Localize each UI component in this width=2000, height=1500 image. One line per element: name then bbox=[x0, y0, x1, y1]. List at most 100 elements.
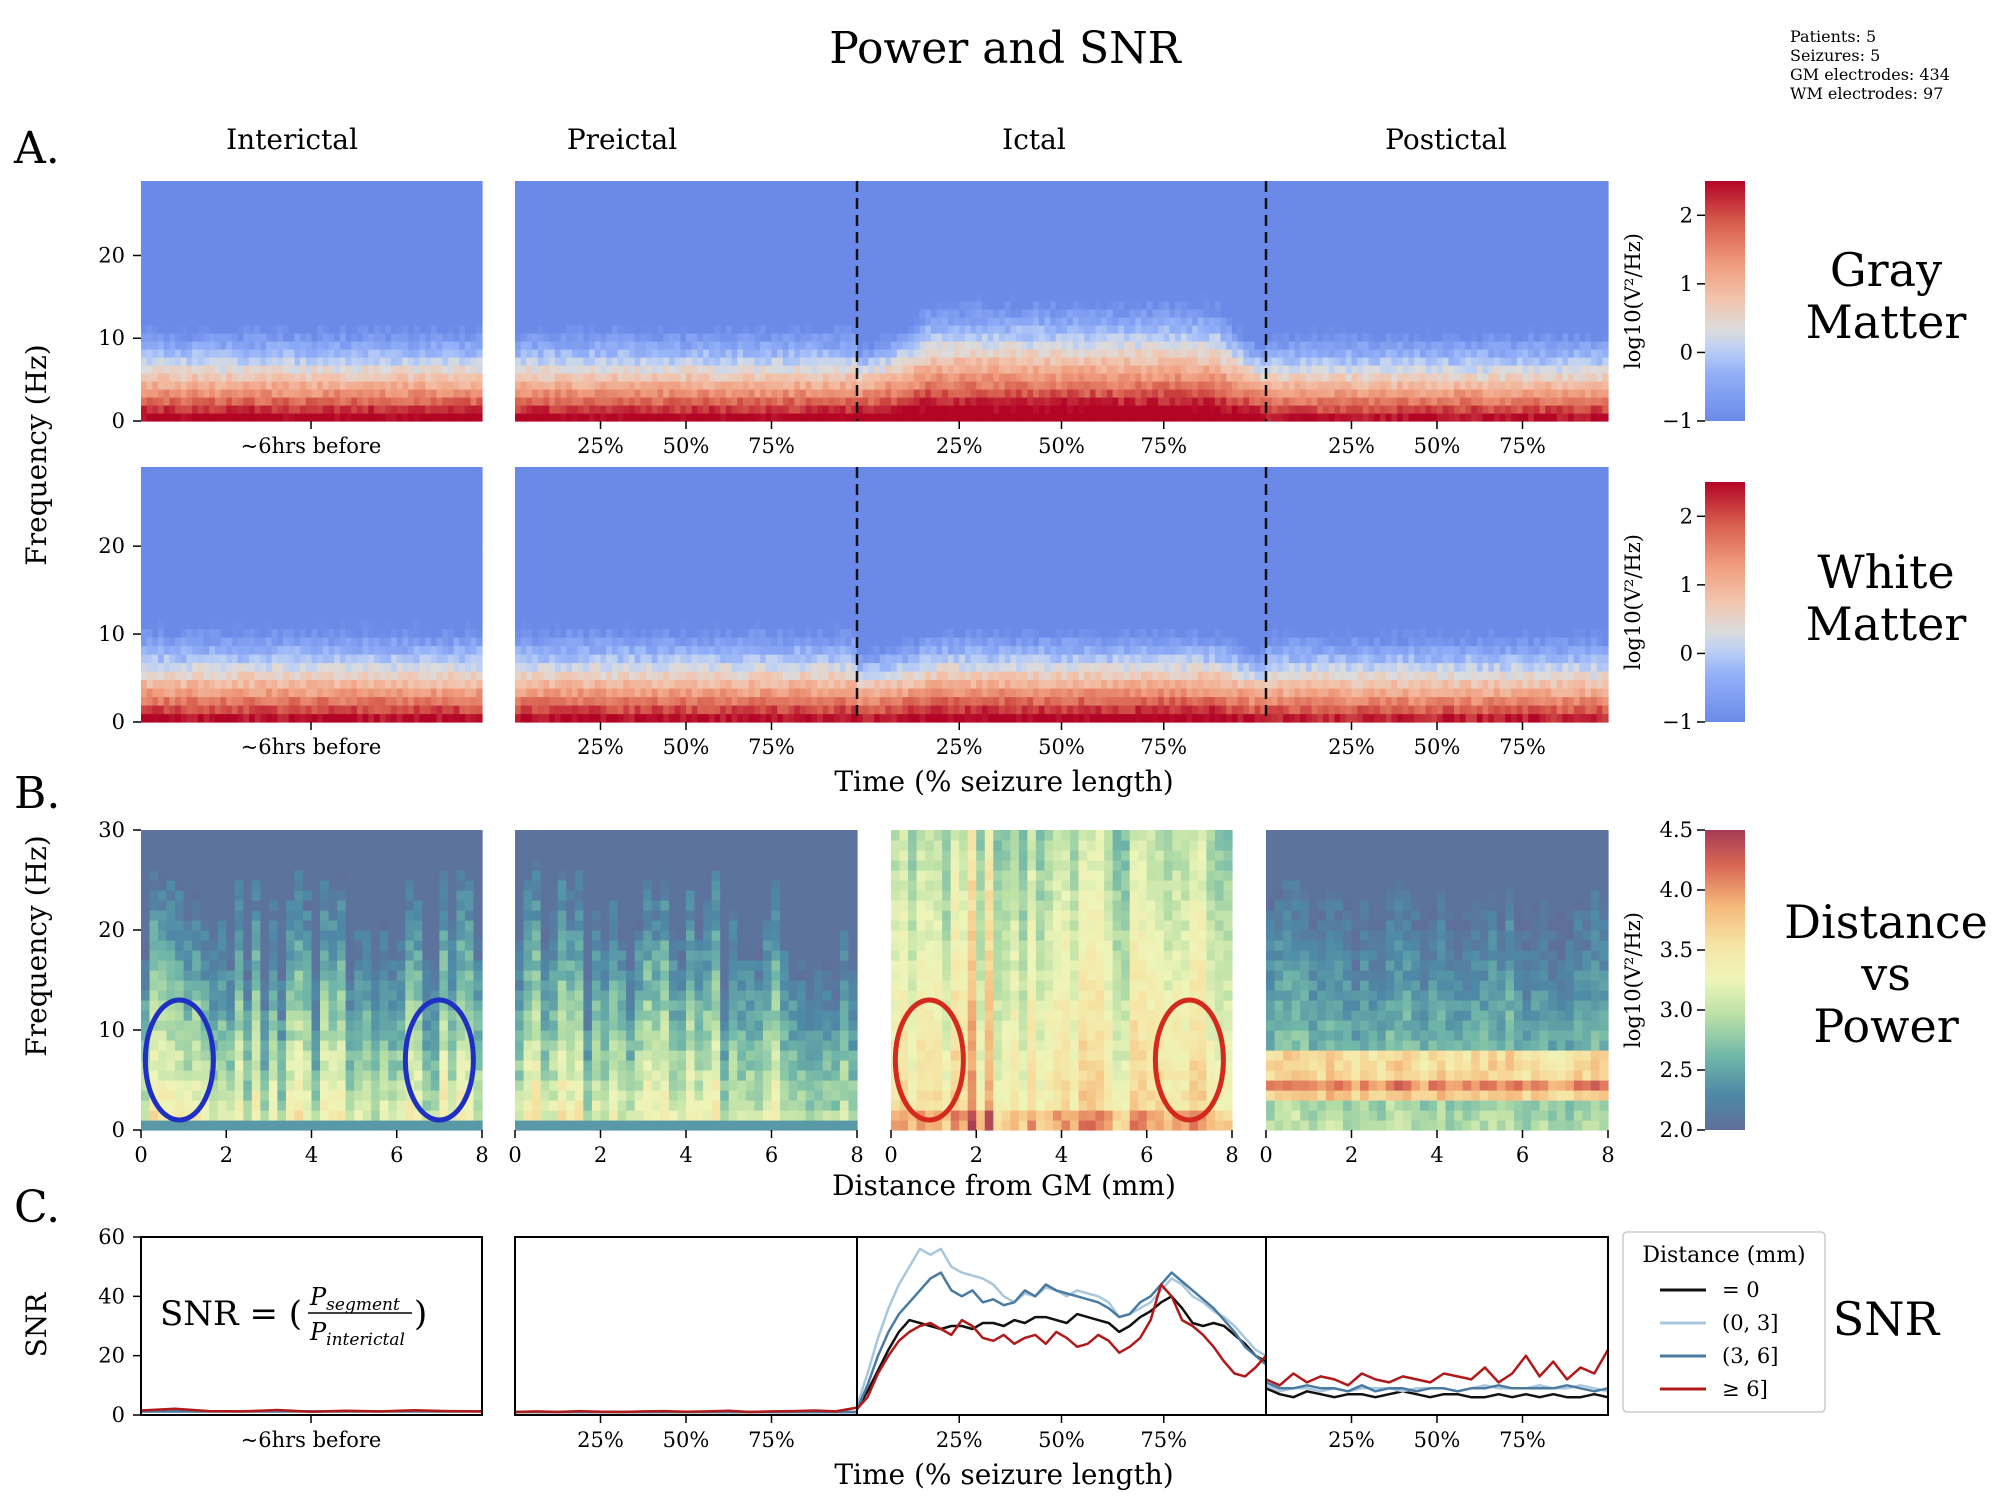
heatmap-cell bbox=[964, 309, 972, 318]
heatmap-cell bbox=[981, 381, 989, 390]
heatmap-cell bbox=[868, 261, 875, 270]
heatmap-cell bbox=[152, 261, 159, 270]
heatmap-cell bbox=[731, 269, 738, 278]
heatmap-cell bbox=[657, 341, 664, 350]
heatmap-cell bbox=[464, 349, 472, 358]
heatmap-cell bbox=[617, 381, 624, 390]
heatmap-cell bbox=[976, 333, 983, 342]
heatmap-cell bbox=[532, 245, 539, 254]
heatmap-cell bbox=[572, 213, 579, 222]
heatmap-cell bbox=[964, 389, 972, 398]
heatmap-cell bbox=[811, 245, 818, 254]
heatmap-cell bbox=[600, 405, 607, 414]
heatmap-cell bbox=[271, 277, 278, 286]
heatmap-cell bbox=[408, 381, 415, 390]
heatmap-cell bbox=[560, 221, 567, 230]
heatmap-cell bbox=[623, 317, 630, 326]
heatmap-cell bbox=[970, 357, 977, 366]
heatmap-cell bbox=[1044, 245, 1051, 254]
colorbar-gray-matter bbox=[1705, 181, 1745, 421]
heatmap-cell bbox=[283, 261, 290, 270]
heatmap-cell bbox=[720, 389, 727, 398]
heatmap-cell bbox=[396, 341, 404, 350]
heatmap-cell bbox=[697, 357, 704, 366]
heatmap-cell bbox=[902, 205, 909, 214]
heatmap-cell bbox=[731, 293, 738, 302]
heatmap-cell bbox=[254, 405, 261, 414]
heatmap-cell bbox=[970, 365, 977, 374]
heatmap-cell bbox=[611, 333, 619, 342]
heatmap-cell bbox=[857, 253, 864, 262]
heatmap-cell bbox=[476, 245, 483, 254]
heatmap-cell bbox=[1004, 309, 1011, 318]
heatmap-cell bbox=[442, 389, 449, 398]
heatmap-cell bbox=[322, 413, 330, 422]
heatmap-cell bbox=[294, 333, 301, 342]
heatmap-cell bbox=[731, 309, 738, 318]
heatmap-cell bbox=[266, 333, 273, 342]
heatmap-cell bbox=[362, 253, 369, 262]
heatmap-cell bbox=[668, 397, 676, 406]
heatmap-cell bbox=[385, 309, 392, 318]
heatmap-cell bbox=[549, 245, 556, 254]
heatmap-cell bbox=[413, 405, 421, 414]
heatmap-cell bbox=[794, 381, 801, 390]
heatmap-cell bbox=[294, 309, 301, 318]
heatmap-cell bbox=[1078, 397, 1085, 406]
heatmap-cell bbox=[254, 301, 261, 310]
heatmap-cell bbox=[828, 381, 835, 390]
heatmap-cell bbox=[322, 373, 330, 382]
heatmap-cell bbox=[459, 365, 466, 374]
heatmap-cell bbox=[277, 245, 284, 254]
heatmap-cell bbox=[634, 285, 641, 294]
heatmap-cell bbox=[1101, 357, 1108, 366]
heatmap-cell bbox=[782, 189, 790, 198]
heatmap-cell bbox=[351, 365, 358, 374]
heatmap-cell bbox=[663, 205, 670, 214]
heatmap-cell bbox=[663, 261, 670, 270]
heatmap-cell bbox=[891, 293, 898, 302]
heatmap-cell bbox=[447, 245, 455, 254]
heatmap-cell bbox=[737, 197, 744, 206]
heatmap-cell bbox=[175, 381, 182, 390]
heatmap-cell bbox=[464, 397, 472, 406]
heatmap-cell bbox=[640, 301, 647, 310]
heatmap-cell bbox=[209, 277, 216, 286]
heatmap-cell bbox=[1101, 325, 1108, 334]
heatmap-cell bbox=[283, 237, 290, 246]
heatmap-cell bbox=[634, 389, 641, 398]
heatmap-cell bbox=[220, 189, 227, 198]
heatmap-cell bbox=[158, 397, 165, 406]
heatmap-cell bbox=[1067, 277, 1074, 286]
heatmap-cell bbox=[834, 245, 841, 254]
heatmap-cell bbox=[158, 245, 165, 254]
heatmap-cell bbox=[1112, 349, 1119, 358]
heatmap-cell bbox=[1084, 381, 1091, 390]
heatmap-cell bbox=[629, 221, 636, 230]
heatmap-cell bbox=[141, 245, 148, 254]
heatmap-cell bbox=[532, 389, 539, 398]
heatmap-cell bbox=[447, 349, 455, 358]
heatmap-cell bbox=[874, 197, 881, 206]
heatmap-cell bbox=[220, 357, 227, 366]
heatmap-cell bbox=[146, 269, 153, 278]
heatmap-cell bbox=[691, 245, 698, 254]
heatmap-cell bbox=[777, 357, 784, 366]
heatmap-cell bbox=[413, 309, 421, 318]
heatmap-cell bbox=[464, 405, 472, 414]
heatmap-cell bbox=[720, 189, 727, 198]
heatmap-cell bbox=[891, 253, 898, 262]
heatmap-cell bbox=[248, 261, 256, 270]
heatmap-cell bbox=[811, 397, 818, 406]
heatmap-cell bbox=[203, 325, 210, 334]
heatmap-cell bbox=[731, 333, 738, 342]
heatmap-cell bbox=[800, 301, 807, 310]
heatmap-cell bbox=[520, 245, 527, 254]
heatmap-cell bbox=[391, 325, 398, 334]
heatmap-cell bbox=[1050, 341, 1057, 350]
heatmap-cell bbox=[1050, 237, 1057, 246]
heatmap-cell bbox=[158, 221, 165, 230]
heatmap-cell bbox=[271, 373, 278, 382]
heatmap-cell bbox=[589, 269, 596, 278]
heatmap-cell bbox=[754, 189, 761, 198]
